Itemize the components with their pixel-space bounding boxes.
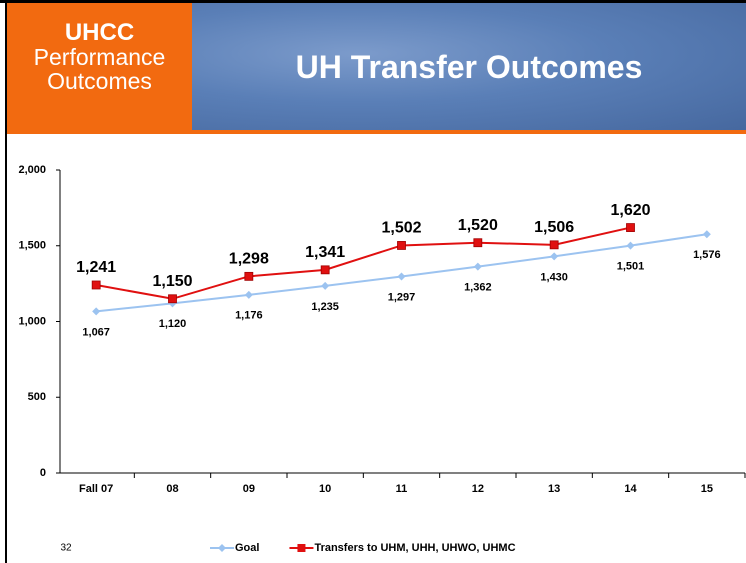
point (397, 272, 406, 281)
point (244, 290, 253, 299)
header-line: Performance (33, 44, 166, 70)
header-banner: UH Transfer Outcomes (192, 3, 746, 130)
point (168, 294, 177, 304)
data-label: 1,362 (464, 282, 492, 294)
legend-marker (297, 544, 306, 552)
y-tick-label: 2,000 (18, 164, 46, 176)
data-label: 1,298 (229, 251, 269, 268)
legend-marker (218, 544, 226, 552)
x-tick-label: 10 (319, 483, 331, 495)
legend-label: Transfers to UHM, UHH, UHWO, UHMC (314, 542, 515, 554)
x-tick-label: 11 (396, 483, 408, 495)
point (473, 238, 483, 248)
data-label: 1,150 (152, 273, 192, 290)
point (626, 223, 635, 232)
point (550, 252, 559, 261)
point (244, 271, 254, 281)
x-tick-label: 09 (243, 483, 255, 495)
data-label: 1,235 (311, 301, 339, 313)
header-line: UHCC (64, 19, 135, 46)
point (92, 307, 101, 316)
point (320, 265, 330, 275)
frame (5, 0, 7, 563)
data-label: 1,241 (76, 259, 116, 276)
data-label: 1,520 (458, 217, 498, 234)
header-badge: UHCC Performance Outcomes (7, 3, 192, 130)
header-stripe (7, 130, 746, 134)
y-tick-label: 0 (40, 467, 46, 479)
x-tick-label: 13 (548, 483, 560, 495)
header-line: Outcomes (47, 68, 152, 94)
series-line (95, 226, 631, 300)
data-label: 1,620 (610, 202, 650, 219)
data-label: 1,501 (617, 261, 645, 273)
data-label: 1,506 (534, 219, 574, 236)
point (91, 280, 101, 290)
data-label: 1,430 (540, 271, 568, 283)
x-tick-label: 14 (624, 483, 637, 495)
slide-title: UH Transfer Outcomes (295, 49, 643, 85)
data-label: 1,176 (235, 310, 263, 322)
x-tick-label: 15 (701, 483, 713, 495)
point (397, 241, 406, 250)
y-tick-label: 500 (28, 391, 46, 403)
y-tick-label: 1,000 (18, 315, 46, 327)
point (702, 230, 711, 239)
point (626, 241, 635, 250)
y-tick-label: 1,500 (18, 240, 46, 252)
data-label: 1,067 (82, 326, 110, 338)
x-tick-label: Fall 07 (79, 483, 113, 495)
data-label: 1,120 (159, 318, 187, 330)
point (473, 262, 482, 271)
slide-number: 32 (60, 543, 72, 554)
x-tick-label: 12 (472, 483, 484, 495)
frame (0, 0, 746, 3)
point (321, 281, 330, 290)
data-label: 1,297 (388, 291, 416, 303)
data-label: 1,576 (693, 249, 721, 261)
data-label: 1,341 (305, 244, 345, 261)
legend-label: Goal (235, 542, 259, 554)
data-label: 1,502 (381, 220, 421, 237)
x-tick-label: 08 (166, 483, 178, 495)
point (549, 240, 559, 250)
